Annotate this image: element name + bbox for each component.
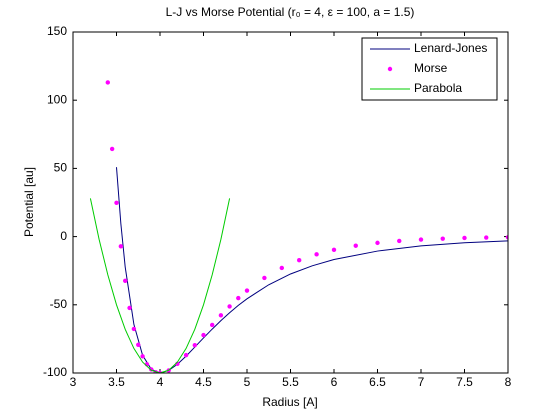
x-tick-label: 4 [157,375,164,389]
series-marker [201,332,206,338]
series-marker [314,252,319,257]
legend-label: Morse [414,61,448,75]
x-axis-label: Radius [A] [262,395,317,409]
series-marker [462,235,467,241]
series-marker [353,243,358,248]
y-tick-label: -50 [50,297,68,311]
series-marker [331,247,337,253]
x-tick-label: 5.5 [282,375,299,389]
legend-label: Lenard-Jones [414,41,487,55]
x-tick-label: 7 [418,375,425,389]
chart-title: L-J vs Morse Potential (r₀ = 4, ε = 100,… [166,5,415,19]
series-marker [192,342,197,348]
y-tick-label: 150 [47,24,67,38]
series-marker [244,288,250,293]
series-marker [218,313,224,318]
series-marker [375,240,380,246]
series-marker [109,146,115,152]
x-tick-label: 4.5 [195,375,212,389]
series-marker [131,326,137,332]
y-tick-label: 50 [54,161,68,175]
legend-marker [387,66,393,72]
y-axis-label: Potential [au] [22,167,36,237]
series-marker [140,354,145,359]
series-marker [236,295,241,301]
series-marker [397,238,402,244]
series-marker [105,80,111,85]
x-tick-label: 3 [70,375,77,389]
series-marker [440,236,445,241]
y-tick-label: 0 [60,229,67,243]
series-marker [227,304,232,309]
plot [89,80,508,373]
legend-box [361,37,498,101]
series-marker [183,352,189,358]
series-marker [297,257,302,263]
series-marker [114,200,119,205]
legend-label: Parabola [414,81,462,95]
series-marker [262,275,267,281]
x-tick-label: 7.5 [456,375,473,389]
x-tick-label: 5 [244,375,251,389]
axes-box [72,31,509,374]
series-marker [418,237,424,242]
series-marker [210,322,215,328]
series-marker [505,235,508,240]
y-tick-label: 100 [47,92,67,106]
series-marker [484,235,489,240]
x-tick-label: 6 [331,375,338,389]
y-tick-label: -100 [43,365,67,379]
series-line [89,198,231,373]
series-marker [279,265,284,271]
x-tick-label: 8 [505,375,512,389]
x-tick-label: 3.5 [108,375,125,389]
series-marker [127,305,132,311]
series-marker [123,278,128,283]
x-tick-label: 6.5 [369,375,386,389]
series-marker [136,342,141,347]
series-marker [118,244,124,249]
